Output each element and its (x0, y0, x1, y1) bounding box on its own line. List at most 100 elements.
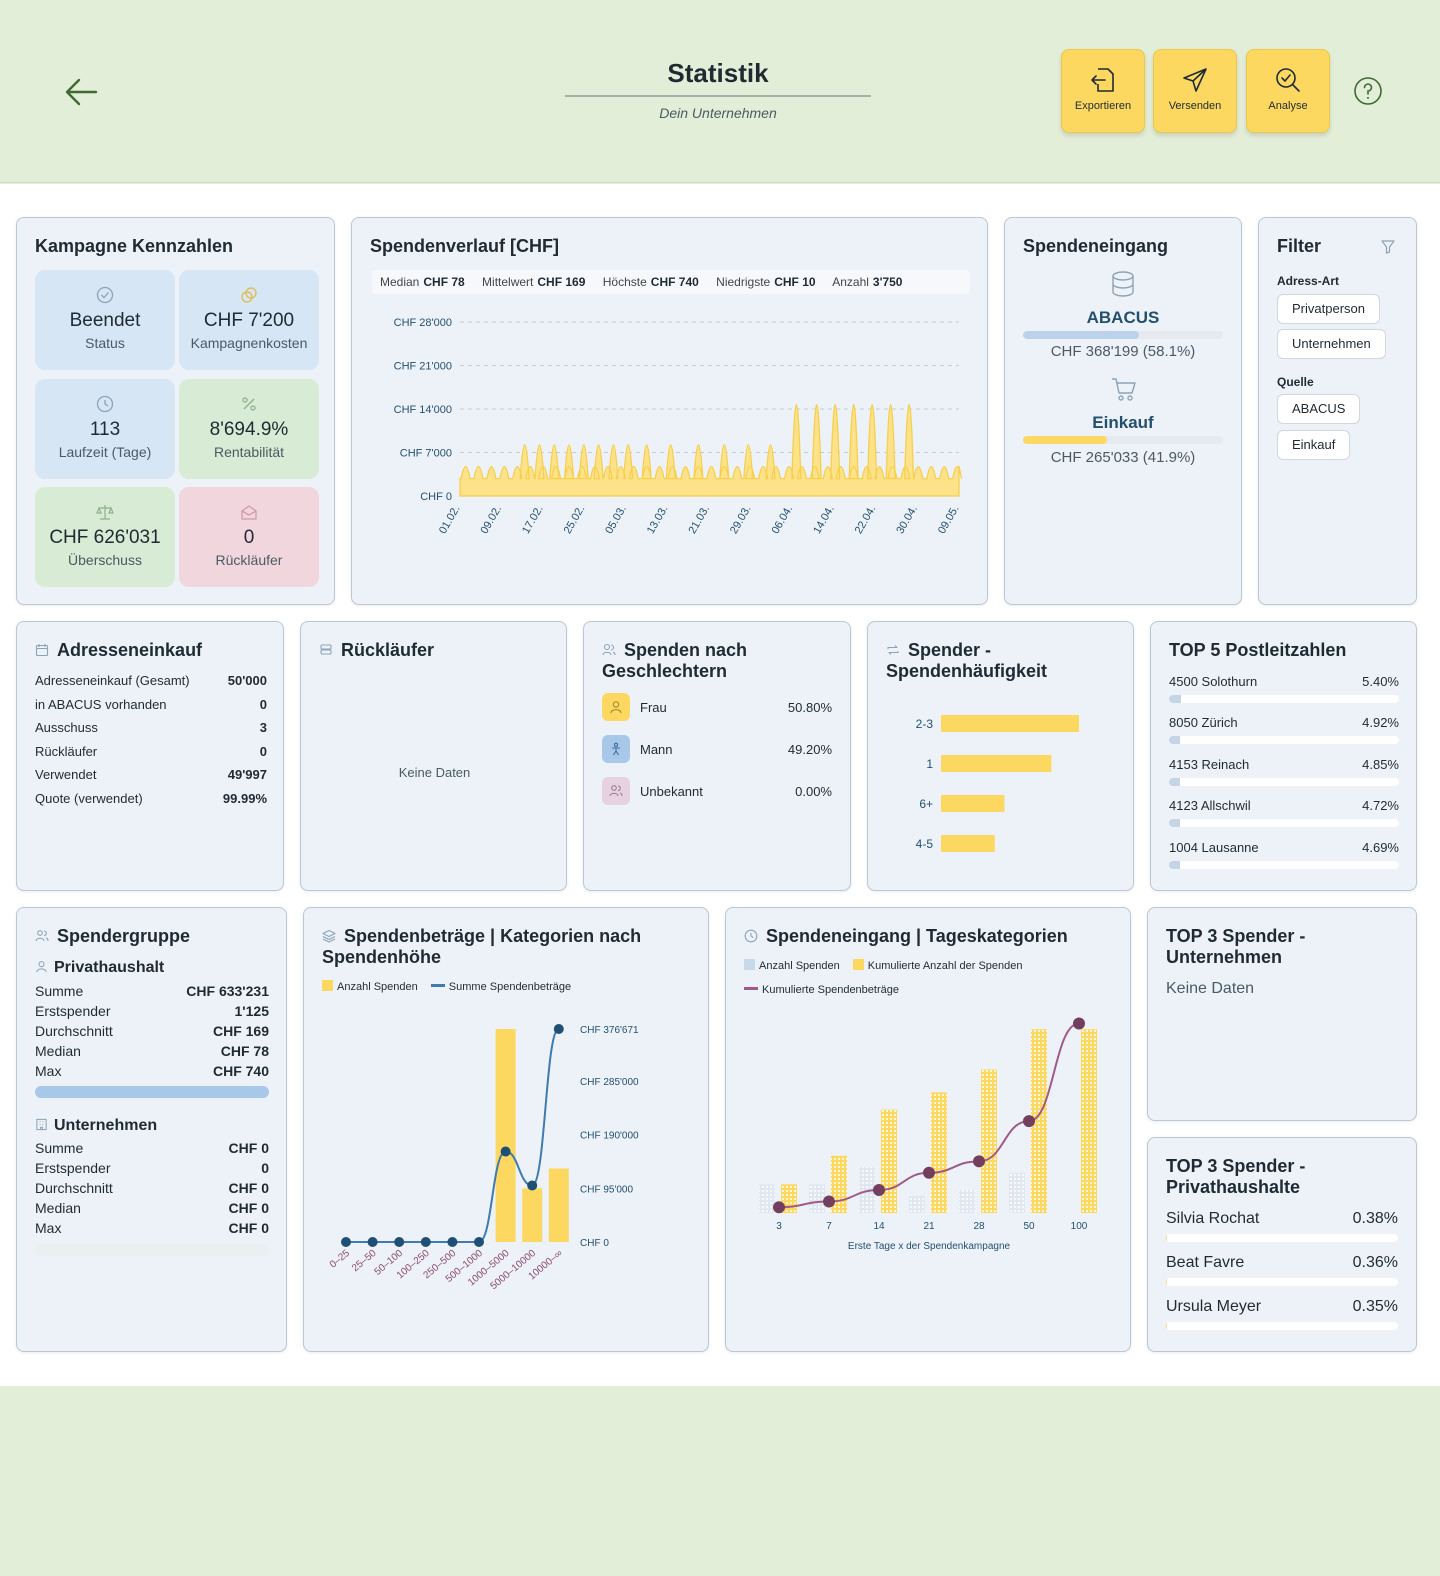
legend-label: Summe Spendenbeträge (448, 981, 572, 993)
row-value: 0 (259, 696, 267, 712)
check-circle-icon (96, 286, 114, 304)
geschlecht-title-2: Geschlechtern (602, 661, 728, 681)
clock-icon (96, 395, 114, 413)
plz-label: 1004 Lausanne (1169, 840, 1259, 855)
export-label: Exportieren (1074, 100, 1132, 112)
donor-name: Silvia Rochat (1166, 1210, 1260, 1227)
row-value: 99.99% (222, 790, 267, 806)
y-tick-label: CHF 7'000 (400, 448, 452, 460)
plz-label: 4500 Solothurn (1169, 674, 1258, 689)
bar-anzahl (859, 1167, 875, 1213)
title-line-1: TOP 3 Spender - (1166, 1156, 1306, 1176)
stat-label: Median (380, 275, 420, 289)
group-row: Max CHF 0 (35, 1218, 269, 1238)
help-button[interactable] (1353, 76, 1383, 106)
plz-label: 4153 Reinach (1169, 757, 1250, 772)
source-bar-fill (1023, 436, 1107, 444)
bar-label: 2-3 (916, 717, 934, 731)
filter-chip-einkauf[interactable]: Einkauf (1277, 430, 1351, 460)
adressen-row: Quote (verwendet) 99.99% (35, 787, 267, 811)
filter-chip-privatperson[interactable]: Privatperson (1277, 294, 1380, 324)
spendenverlauf-chart: CHF 0 CHF 7'000 CHF 14'000 CHF 21'000 CHF 28… (394, 317, 963, 536)
line-point (474, 1237, 484, 1247)
bar-kumuliert (1031, 1029, 1047, 1213)
search-check-icon (1276, 68, 1300, 92)
group-row: Erstspender 0 (35, 1158, 269, 1178)
kpi-rentabilitaet: 8'694.9% Rentabilität (179, 379, 319, 479)
users-icon (602, 643, 616, 656)
kpi-label: Rückläufer (215, 552, 283, 568)
line-point (420, 1237, 431, 1247)
empty-state: Keine Daten (1166, 980, 1255, 997)
bar-anzahl (809, 1184, 825, 1213)
line-point (973, 1155, 985, 1168)
x-tick-label: 100 (1071, 1221, 1088, 1232)
row-value: CHF 0 (228, 1220, 269, 1236)
y-tick-label: CHF 28'000 (394, 317, 452, 329)
group-heading-privat: Privathaushalt (35, 959, 164, 977)
title-line-1: TOP 3 Spender - (1166, 926, 1306, 946)
header: Statistik Dein Unternehmen Exportieren V… (0, 0, 1440, 183)
top-privat-title: TOP 3 Spender - Privathaushalte (1166, 1156, 1305, 1198)
haeufigkeit-title-row: Spender - Spendenhäufigkeit (886, 640, 1047, 682)
kpi-value: CHF 7'200 (203, 310, 295, 331)
geschlecht-card: Spenden nach Geschlechtern Frau 50.80% Ma… (583, 621, 851, 891)
row-label: Median (35, 1200, 81, 1216)
percent-icon (242, 397, 256, 411)
betraege-title-2: Spendenhöhe (322, 947, 442, 967)
bar (941, 835, 995, 852)
group-bar-unternehmen (35, 1244, 269, 1256)
group-row: Erstspender 1'125 (35, 1001, 269, 1021)
filter-chip-unternehmen[interactable]: Unternehmen (1277, 329, 1386, 359)
top-privat-card: TOP 3 Spender - Privathaushalte Silvia Ro… (1147, 1137, 1417, 1352)
group-list-unternehmen: Summe CHF 0 Erstspender 0 Durchschnitt CHF … (35, 1138, 269, 1238)
filter-chip-abacus[interactable]: ABACUS (1277, 394, 1361, 424)
bar (522, 1188, 543, 1242)
bar (548, 1168, 569, 1242)
verlauf-title: Spendenverlauf [CHF] (370, 236, 560, 256)
footer (0, 1386, 1440, 1576)
plz-track-fill (1169, 819, 1180, 827)
filter-icon[interactable] (1381, 240, 1395, 254)
y-tick-label: CHF 0 (420, 491, 452, 503)
bar-kumuliert (981, 1069, 997, 1213)
line-point (553, 1024, 564, 1034)
plz-row: 1004 Lausanne 4.69% (1169, 840, 1399, 869)
kpi-label: Status (85, 335, 125, 351)
back-button[interactable] (62, 72, 102, 112)
analyse-button[interactable]: Analyse (1246, 49, 1330, 133)
users-icon (602, 777, 630, 805)
dashboard: Kampagne Kennzahlen Beendet Status CHF 7… (0, 184, 1440, 1386)
filter-group-label: Quelle (1277, 375, 1314, 389)
line-point (1073, 1017, 1085, 1030)
plz-track (1169, 778, 1399, 786)
row-label: Summe (35, 983, 84, 999)
plz-row: 8050 Zürich 4.92% (1169, 715, 1399, 744)
x-tick-label: 17.02. (520, 504, 546, 536)
bar-kumuliert (881, 1109, 897, 1213)
plz-row: 4123 Allschwil 4.72% (1169, 798, 1399, 827)
stat-value: CHF 10 (774, 275, 816, 289)
tage-legend-2: Kumulierte Spendenbeträge (744, 984, 899, 996)
plz-track (1169, 736, 1399, 744)
gender-label: Mann (640, 741, 673, 757)
kpi-label: Rentabilität (213, 444, 285, 460)
verlauf-stats: Median CHF 78 Mittelwert CHF 169 Höchste CH… (372, 270, 970, 294)
row-value: CHF 78 (220, 1043, 269, 1059)
coins-icon (241, 287, 257, 303)
row-label: Durchschnitt (35, 1023, 113, 1039)
plz-track-fill (1169, 778, 1181, 786)
bar (941, 755, 1052, 772)
kpi-value: 113 (89, 419, 121, 440)
bar-anzahl (909, 1195, 925, 1213)
send-button[interactable]: Versenden (1153, 49, 1237, 133)
export-button[interactable]: Exportieren (1061, 49, 1145, 133)
user-icon (36, 961, 47, 973)
row-label: Max (35, 1063, 62, 1079)
source-bar-fill (1023, 331, 1140, 339)
kpi-value: Beendet (69, 310, 141, 331)
database-icon (1112, 271, 1134, 297)
arrow-left-icon (65, 78, 98, 106)
calendar-icon (35, 644, 49, 657)
bar-anzahl (759, 1184, 775, 1213)
